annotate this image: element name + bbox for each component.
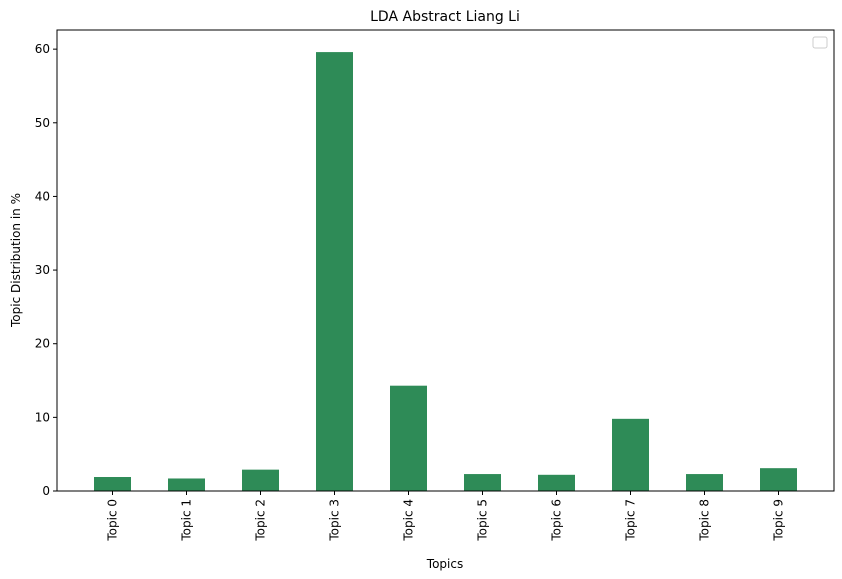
y-tick-label: 40: [35, 189, 50, 203]
bars-group: [94, 52, 797, 491]
bar-topic-4: [390, 385, 427, 491]
x-tick-label: Topic 7: [624, 499, 638, 542]
x-tick-label: Topic 3: [328, 499, 342, 542]
x-axis-ticks: Topic 0 Topic 1 Topic 2 Topic 3 Topic 4 Topic…: [106, 491, 786, 542]
y-axis-ticks: 0 10 20 30 40 50 60: [35, 42, 57, 498]
x-tick-label: Topic 6: [550, 499, 564, 542]
bar-topic-1: [168, 478, 205, 491]
x-tick-label: Topic 2: [254, 499, 268, 542]
bar-topic-7: [612, 418, 649, 491]
x-axis-label: Topics: [426, 557, 463, 571]
bar-topic-5: [464, 474, 501, 491]
y-tick-label: 60: [35, 42, 50, 56]
bar-topic-2: [242, 469, 279, 491]
legend-box: [812, 36, 828, 49]
y-tick-label: 50: [35, 116, 50, 130]
y-tick-label: 10: [35, 410, 50, 424]
chart-title: LDA Abstract Liang Li: [370, 9, 520, 25]
bar-topic-6: [538, 474, 575, 491]
y-axis-label: Topic Distribution in %: [9, 193, 23, 328]
x-tick-label: Topic 1: [180, 499, 194, 542]
x-tick-label: Topic 5: [476, 499, 490, 542]
bar-topic-8: [686, 474, 723, 491]
x-tick-label: Topic 8: [698, 499, 712, 542]
x-tick-label: Topic 9: [772, 499, 786, 542]
bar-topic-9: [760, 468, 797, 491]
plot-frame: [56, 29, 835, 492]
bar-topic-3: [316, 52, 353, 491]
x-tick-label: Topic 4: [402, 499, 416, 542]
y-tick-label: 30: [35, 263, 50, 277]
y-tick-label: 20: [35, 337, 50, 351]
bar-topic-0: [94, 477, 131, 491]
y-tick-label: 0: [42, 484, 50, 498]
x-tick-label: Topic 0: [106, 499, 120, 542]
